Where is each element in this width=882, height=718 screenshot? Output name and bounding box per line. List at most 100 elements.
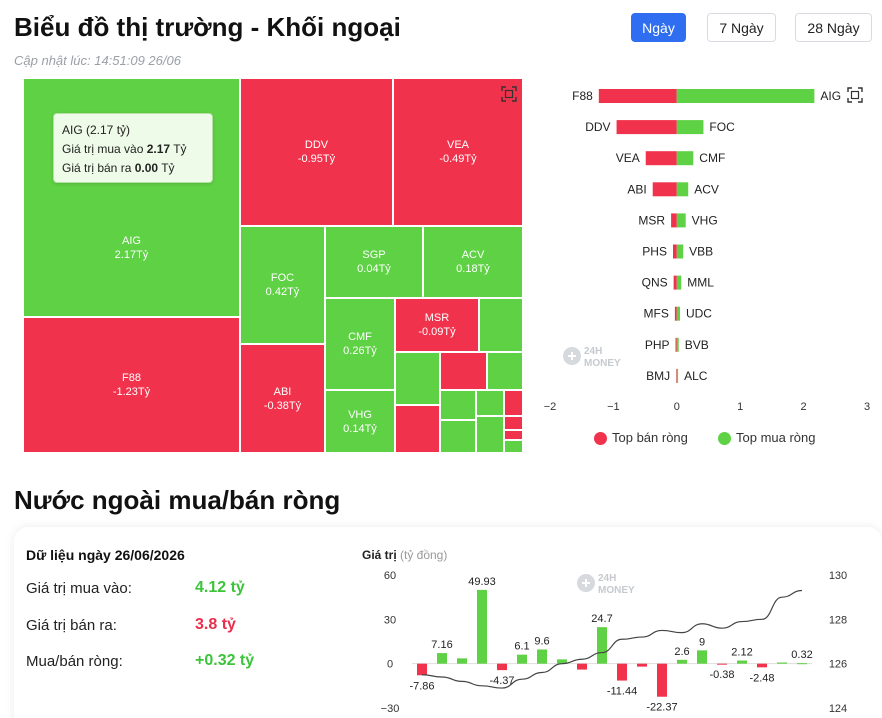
legend-buy-dot <box>718 432 731 445</box>
treemap-tile-small[interactable] <box>504 390 523 416</box>
legend-sell-label[interactable]: Top bán ròng <box>612 430 688 445</box>
bar-sell[interactable] <box>673 275 677 290</box>
net-bar[interactable] <box>557 659 567 664</box>
treemap-tile-small[interactable] <box>476 416 504 453</box>
net-bar[interactable] <box>617 663 627 681</box>
net-bar[interactable] <box>577 663 587 670</box>
chart-ylabel-unit: (tỷ đồng) <box>400 548 447 562</box>
bar-buy-label: VBB <box>689 245 713 259</box>
net-bar[interactable] <box>717 663 727 665</box>
bar-buy[interactable] <box>676 182 689 197</box>
treemap-tile-small[interactable] <box>440 390 476 420</box>
bar-buy-label: UDC <box>686 307 712 321</box>
net-bar[interactable] <box>657 663 667 697</box>
net-bar[interactable] <box>597 627 607 664</box>
treemap-tile-vhg[interactable]: VHG 0.14Tỷ <box>325 390 395 453</box>
tile-value: -1.23Tỷ <box>112 386 151 398</box>
range-button-7-days[interactable]: 7 Ngày <box>707 13 776 42</box>
bar-value-label: -11.44 <box>607 686 637 698</box>
treemap-tile-f88[interactable]: F88 -1.23Tỷ <box>23 317 240 453</box>
net-bar[interactable] <box>737 660 747 664</box>
bar-sell-label: BMJ <box>646 369 670 383</box>
section-title-net: Nước ngoài mua/bán ròng <box>14 485 341 515</box>
bar-sell[interactable] <box>672 244 677 259</box>
treemap-tile-small[interactable] <box>504 440 523 453</box>
bar-buy[interactable] <box>676 89 815 103</box>
net-bar[interactable] <box>437 653 447 664</box>
tile-code: VEA <box>446 139 469 151</box>
net-bar[interactable] <box>517 654 527 664</box>
bar-buy[interactable] <box>676 213 686 228</box>
treemap-tile-small[interactable] <box>504 416 523 430</box>
bar-buy[interactable] <box>676 120 704 135</box>
net-bar[interactable] <box>637 663 647 667</box>
treemap-tile-sgp[interactable]: SGP 0.04Tỷ <box>325 226 423 298</box>
tooltip-title: AIG (2.17 tỷ) <box>62 123 131 137</box>
treemap-tile-foc[interactable]: FOC 0.42Tỷ <box>240 226 325 344</box>
net-bar[interactable] <box>777 662 787 664</box>
tile-value: -0.38Tỷ <box>263 399 302 412</box>
net-bar[interactable] <box>697 650 707 664</box>
bar-buy[interactable] <box>676 275 682 290</box>
treemap-tile-small[interactable] <box>440 420 476 453</box>
net-bar[interactable] <box>677 659 687 664</box>
bar-sell-label: F88 <box>572 89 593 103</box>
tile-value: -0.95Tỷ <box>297 153 336 165</box>
tile-value: 0.14Tỷ <box>343 422 377 435</box>
treemap-tile-small[interactable] <box>395 352 440 405</box>
treemap-tile-vea[interactable]: VEA -0.49Tỷ <box>393 78 523 226</box>
bar-sell[interactable] <box>676 368 677 383</box>
card-date-title: Dữ liệu ngày 26/06/2026 <box>26 547 185 563</box>
tile-value: 0.04Tỷ <box>357 263 391 275</box>
bar-sell-label: PHS <box>642 245 667 259</box>
bar-sell[interactable] <box>671 213 677 228</box>
x-tick-label: 0 <box>674 401 680 413</box>
bar-buy-label: MML <box>687 276 714 290</box>
bar-value-label: 9.6 <box>534 635 549 647</box>
bar-buy[interactable] <box>676 337 679 352</box>
bar-buy-label: ALC <box>684 369 708 383</box>
bar-sell[interactable] <box>616 120 677 135</box>
expand-icon[interactable] <box>847 87 863 103</box>
treemap-tile-acv[interactable]: ACV 0.18Tỷ <box>423 226 523 298</box>
treemap-tile-small[interactable] <box>479 298 523 352</box>
bar-buy[interactable] <box>676 368 679 383</box>
net-flow-chart: Giá trị (tỷ đồng) 24H MONEY 60 30 0 −30 130 1… <box>362 548 847 715</box>
tile-code: ABI <box>273 385 292 398</box>
bar-sell-label: VEA <box>616 151 640 165</box>
legend-buy-label[interactable]: Top mua ròng <box>736 430 816 445</box>
treemap-tile-small[interactable] <box>504 430 523 440</box>
treemap-tile-small[interactable] <box>476 390 504 416</box>
treemap-tile-cmf[interactable]: CMF 0.26Tỷ <box>325 298 395 390</box>
svg-text:24H: 24H <box>598 573 616 584</box>
treemap-tile-msr[interactable]: MSR -0.09Tỷ <box>395 298 479 352</box>
bar-buy[interactable] <box>676 151 694 166</box>
sell-value: 3.8 tỷ <box>195 616 236 633</box>
bar-value-label: -2.48 <box>749 672 774 684</box>
net-bar[interactable] <box>537 649 547 664</box>
treemap-tile-small[interactable] <box>440 352 487 390</box>
y2-tick-label: 126 <box>829 659 847 671</box>
bar-sell-label: MFS <box>644 307 669 321</box>
net-bar[interactable] <box>477 589 487 664</box>
bar-buy[interactable] <box>676 306 680 321</box>
last-updated: Cập nhật lúc: 14:51:09 26/06 <box>14 53 181 68</box>
treemap-tile-small[interactable] <box>487 352 523 390</box>
bar-sell[interactable] <box>598 89 677 103</box>
treemap-tile-abi[interactable]: ABI -0.38Tỷ <box>240 344 325 453</box>
range-button-day[interactable]: Ngày <box>631 13 686 42</box>
bar-sell[interactable] <box>652 182 677 197</box>
bar-sell[interactable] <box>645 151 677 166</box>
net-bar[interactable] <box>797 663 807 665</box>
net-bar[interactable] <box>417 663 427 676</box>
expand-icon[interactable] <box>501 86 517 102</box>
net-bar[interactable] <box>497 663 507 671</box>
range-button-28-days[interactable]: 28 Ngày <box>795 13 872 42</box>
treemap-tile-ddv[interactable]: DDV -0.95Tỷ <box>240 78 393 226</box>
net-bar[interactable] <box>757 663 767 668</box>
bar-sell[interactable] <box>674 306 677 321</box>
treemap-tile-small[interactable] <box>395 405 440 453</box>
net-bar[interactable] <box>457 658 467 664</box>
bar-sell[interactable] <box>675 337 677 352</box>
bar-buy[interactable] <box>676 244 684 259</box>
